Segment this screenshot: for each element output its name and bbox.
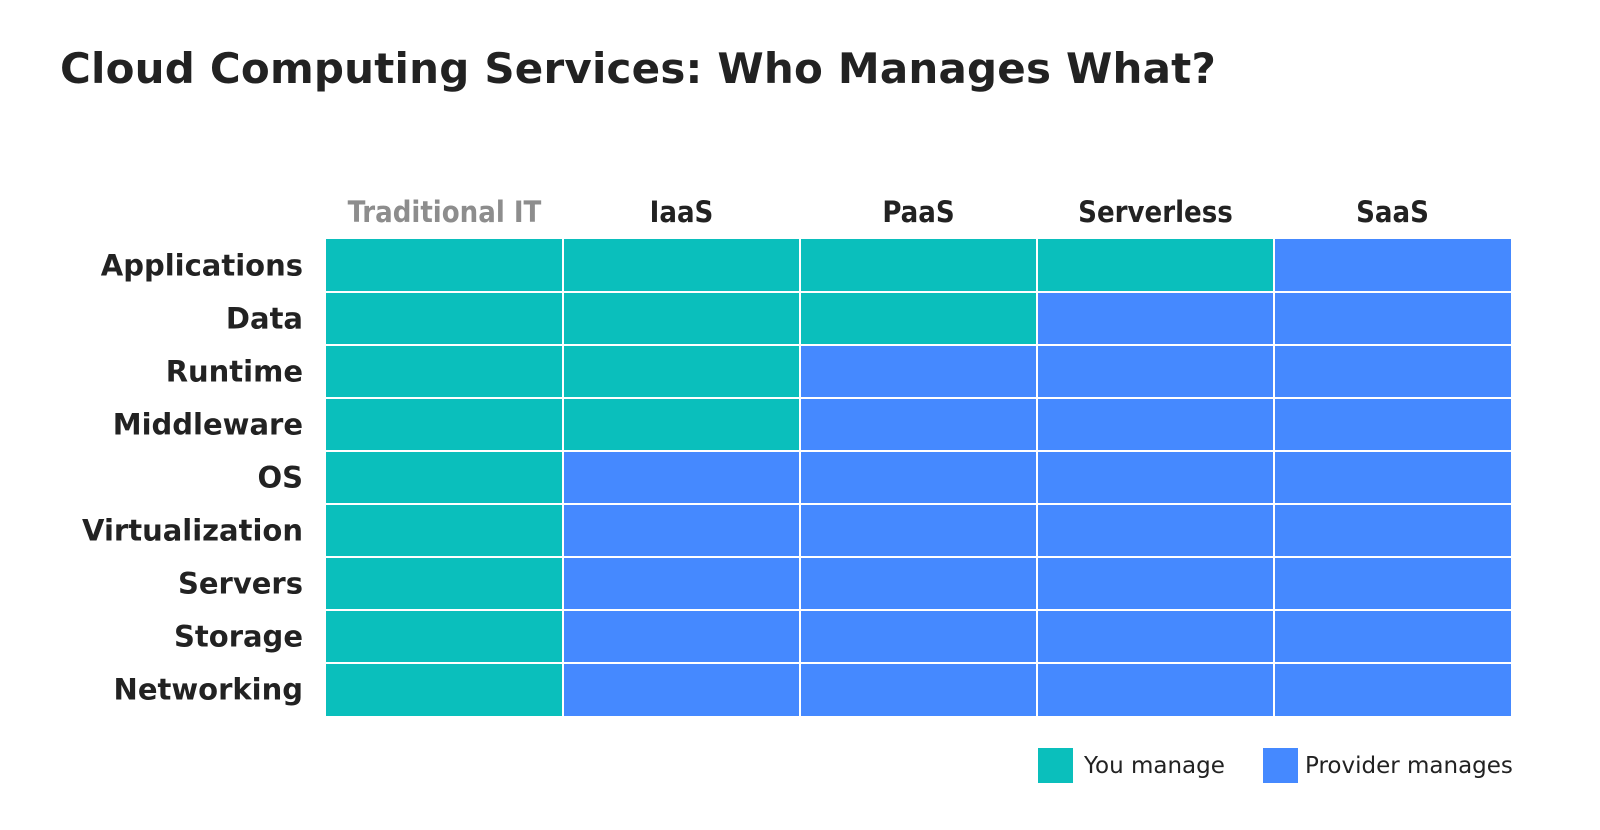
cell-storage-traditional-it <box>326 610 563 663</box>
chart-title: Cloud Computing Services: Who Manages Wh… <box>60 44 1217 93</box>
cell-os-saas <box>1274 451 1511 504</box>
cell-virtualization-serverless <box>1037 504 1274 557</box>
cell-storage-iaas <box>563 610 800 663</box>
column-headers: Traditional IT IaaS PaaS Serverless SaaS <box>348 195 1429 229</box>
cell-os-traditional-it <box>326 451 563 504</box>
cell-middleware-iaas <box>563 398 800 451</box>
row-label-middleware: Middleware <box>113 408 303 442</box>
cell-servers-paas <box>800 557 1037 610</box>
legend-label-provider-manages: Provider manages <box>1305 753 1513 779</box>
cell-middleware-traditional-it <box>326 398 563 451</box>
cell-applications-traditional-it <box>326 239 563 292</box>
cell-os-serverless <box>1037 451 1274 504</box>
cell-applications-serverless <box>1037 239 1274 292</box>
legend-swatch-you-manage <box>1038 748 1073 783</box>
cell-storage-serverless <box>1037 610 1274 663</box>
cell-os-iaas <box>563 451 800 504</box>
row-label-servers: Servers <box>178 567 303 601</box>
cell-servers-traditional-it <box>326 557 563 610</box>
cell-data-paas <box>800 292 1037 345</box>
cell-networking-saas <box>1274 663 1511 716</box>
row-label-runtime: Runtime <box>166 355 303 389</box>
cell-networking-traditional-it <box>326 663 563 716</box>
cell-servers-saas <box>1274 557 1511 610</box>
cell-virtualization-paas <box>800 504 1037 557</box>
cell-runtime-saas <box>1274 345 1511 398</box>
cell-data-serverless <box>1037 292 1274 345</box>
row-label-os: OS <box>257 461 303 495</box>
legend-swatch-provider-manages <box>1263 748 1298 783</box>
cell-networking-iaas <box>563 663 800 716</box>
cell-servers-serverless <box>1037 557 1274 610</box>
cell-runtime-serverless <box>1037 345 1274 398</box>
row-label-virtualization: Virtualization <box>82 514 303 548</box>
cell-virtualization-saas <box>1274 504 1511 557</box>
cell-middleware-serverless <box>1037 398 1274 451</box>
row-label-networking: Networking <box>114 673 303 707</box>
column-header-iaas: IaaS <box>650 195 714 229</box>
cell-runtime-traditional-it <box>326 345 563 398</box>
cell-virtualization-iaas <box>563 504 800 557</box>
column-header-traditional-it: Traditional IT <box>348 195 542 229</box>
column-header-serverless: Serverless <box>1078 195 1233 229</box>
cell-middleware-saas <box>1274 398 1511 451</box>
cell-middleware-paas <box>800 398 1037 451</box>
cell-storage-paas <box>800 610 1037 663</box>
cell-os-paas <box>800 451 1037 504</box>
cell-applications-iaas <box>563 239 800 292</box>
cell-virtualization-traditional-it <box>326 504 563 557</box>
row-label-storage: Storage <box>174 620 303 654</box>
column-header-paas: PaaS <box>882 195 954 229</box>
cell-applications-paas <box>800 239 1037 292</box>
grid-lines <box>326 239 1511 716</box>
cell-storage-saas <box>1274 610 1511 663</box>
cell-data-iaas <box>563 292 800 345</box>
legend-label-you-manage: You manage <box>1083 753 1225 779</box>
row-label-data: Data <box>226 302 303 336</box>
cell-networking-serverless <box>1037 663 1274 716</box>
legend: You manage Provider manages <box>1038 748 1513 783</box>
cell-networking-paas <box>800 663 1037 716</box>
cell-applications-saas <box>1274 239 1511 292</box>
cell-data-traditional-it <box>326 292 563 345</box>
cell-servers-iaas <box>563 557 800 610</box>
column-header-saas: SaaS <box>1356 195 1429 229</box>
cell-data-saas <box>1274 292 1511 345</box>
matrix-cells <box>326 239 1511 716</box>
row-labels: Applications Data Runtime Middleware OS Virtu… <box>82 249 303 707</box>
row-label-applications: Applications <box>101 249 303 283</box>
cell-runtime-paas <box>800 345 1037 398</box>
cell-runtime-iaas <box>563 345 800 398</box>
